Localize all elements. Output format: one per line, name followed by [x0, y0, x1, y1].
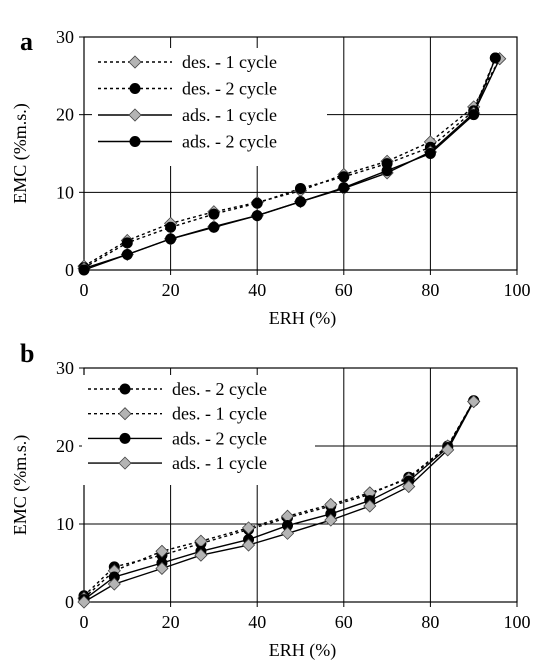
- data-point: [121, 248, 133, 260]
- legend-item: des. - 1 cycle: [98, 52, 277, 72]
- x-tick-label: 100: [504, 280, 531, 300]
- data-point: [441, 443, 455, 457]
- x-tick-label: 40: [248, 612, 266, 632]
- legend-marker: [118, 407, 132, 421]
- y-tick-label: 10: [56, 514, 74, 534]
- legend-item: ads. - 2 cycle: [98, 132, 277, 152]
- legend-marker: [118, 456, 132, 470]
- x-tick-label: 0: [80, 612, 89, 632]
- legend-label: des. - 2 cycle: [172, 379, 267, 399]
- x-tick-label: 0: [80, 280, 89, 300]
- y-tick-label: 10: [56, 182, 74, 202]
- y-tick-label: 0: [65, 592, 74, 612]
- data-point: [165, 233, 177, 245]
- legend-a: des. - 1 cycle des. - 2 cycle ads. - 1 cyc…: [92, 48, 327, 166]
- legend-item: ads. - 1 cycle: [98, 105, 277, 125]
- legend-background: [92, 48, 327, 166]
- legend-marker: [119, 432, 131, 444]
- data-point: [280, 526, 295, 540]
- series-layer-a: [77, 52, 507, 276]
- data-point: [467, 394, 481, 409]
- x-axis-b: 0 20 40 60 80 100: [80, 602, 531, 632]
- y-tick-label: 30: [56, 27, 74, 47]
- y-axis-a: 0 10 20 30: [56, 27, 84, 280]
- panel-label-b: b: [20, 339, 34, 368]
- y-axis-b: 0 10 20 30: [56, 358, 84, 612]
- data-point: [294, 182, 306, 194]
- series-line: [83, 57, 496, 269]
- data-point: [251, 210, 263, 222]
- legend-label: ads. - 1 cycle: [172, 453, 267, 473]
- x-tick-label: 80: [421, 612, 439, 632]
- data-point: [241, 538, 256, 552]
- series-line: [83, 400, 475, 597]
- legend-item: ads. - 2 cycle: [88, 428, 267, 448]
- legend-b: des. - 2 cycle des. - 1 cycle ads. - 2 cyc…: [82, 375, 315, 485]
- data-point: [424, 148, 436, 160]
- data-point: [78, 264, 90, 276]
- legend-label: ads. - 2 cycle: [172, 428, 267, 448]
- data-point: [107, 577, 121, 591]
- y-tick-label: 0: [65, 260, 74, 280]
- data-point: [294, 196, 306, 208]
- legend-marker: [128, 108, 142, 122]
- legend-item: ads. - 1 cycle: [88, 453, 267, 473]
- data-point: [121, 237, 133, 249]
- panel-label-a: a: [20, 27, 33, 56]
- legend-label: des. - 2 cycle: [182, 79, 277, 99]
- x-axis-label-a: ERH (%): [269, 308, 336, 329]
- x-tick-label: 40: [248, 280, 266, 300]
- legend-marker: [128, 55, 142, 69]
- legend-label: ads. - 1 cycle: [182, 105, 277, 125]
- legend-item: des. - 2 cycle: [98, 79, 277, 99]
- chart-panel-b: b 0 10 20 30 0 20 40 60 80 100 EMC (%m.s.) ERH (…: [10, 339, 531, 661]
- x-tick-label: 80: [421, 280, 439, 300]
- legend-label: des. - 1 cycle: [172, 404, 267, 424]
- data-point: [324, 513, 338, 527]
- data-point: [402, 479, 416, 494]
- x-tick-label: 20: [162, 280, 180, 300]
- data-point: [208, 221, 220, 233]
- chart-panel-a: a 0 10 20 30 0 20 40 60 80 100 EMC (%m.s.) ERH (…: [10, 27, 531, 329]
- data-point: [381, 165, 393, 177]
- legend-marker: [129, 136, 141, 148]
- x-axis-label-b: ERH (%): [269, 640, 336, 661]
- legend-marker: [119, 383, 131, 395]
- x-tick-label: 20: [162, 612, 180, 632]
- data-point: [338, 171, 350, 183]
- data-point: [338, 182, 350, 194]
- data-point: [363, 499, 377, 513]
- data-point: [155, 544, 169, 558]
- legend-marker: [129, 83, 141, 95]
- x-tick-label: 100: [504, 612, 531, 632]
- data-point: [241, 521, 256, 535]
- legend-label: ads. - 2 cycle: [182, 132, 277, 152]
- y-axis-label-a: EMC (%m.s.): [10, 103, 31, 204]
- series-a-4: [78, 52, 501, 276]
- legend-background: [82, 375, 315, 485]
- data-point: [194, 548, 208, 562]
- legend-item: des. - 1 cycle: [88, 404, 267, 424]
- legend-item: des. - 2 cycle: [88, 379, 267, 399]
- data-point: [208, 208, 220, 220]
- data-point: [165, 221, 177, 233]
- data-point: [489, 52, 501, 64]
- y-tick-label: 20: [56, 436, 74, 456]
- plot-area-a: [83, 36, 518, 271]
- y-tick-label: 20: [56, 105, 74, 125]
- data-point: [77, 595, 91, 609]
- series-b-4: [77, 394, 481, 609]
- x-tick-label: 60: [335, 612, 353, 632]
- data-point: [251, 197, 263, 209]
- data-point: [155, 561, 169, 576]
- y-tick-label: 30: [56, 358, 74, 378]
- legend-label: des. - 1 cycle: [182, 52, 277, 72]
- x-axis-a: 0 20 40 60 80 100: [80, 270, 531, 300]
- data-point: [468, 109, 480, 121]
- x-tick-label: 60: [335, 280, 353, 300]
- y-axis-label-b: EMC (%m.s.): [10, 435, 31, 536]
- series-layer-b: [77, 394, 481, 609]
